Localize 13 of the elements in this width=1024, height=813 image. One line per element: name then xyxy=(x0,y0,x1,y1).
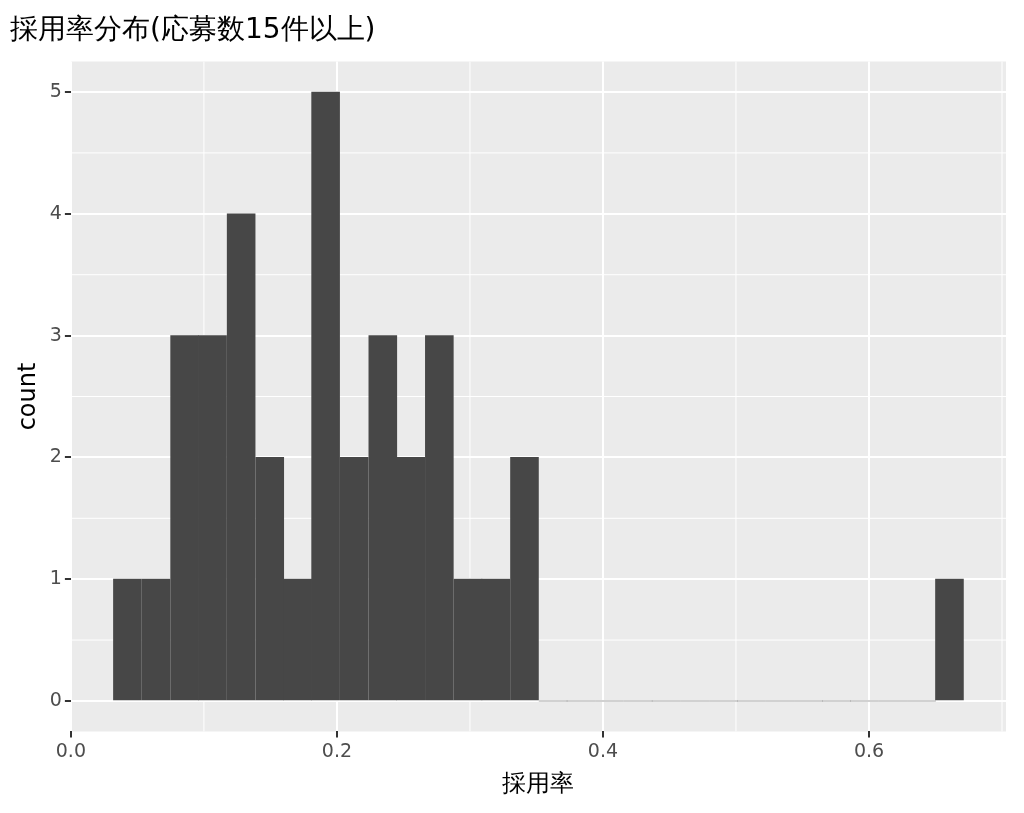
x-tick-label: 0.4 xyxy=(587,738,619,761)
y-tick-label: 4 xyxy=(49,200,62,223)
x-axis-title: 採用率 xyxy=(502,768,575,797)
y-tick-label: 3 xyxy=(49,322,62,345)
y-tick-label: 5 xyxy=(49,78,62,101)
y-tick-label: 0 xyxy=(49,687,62,710)
x-tick-label: 0.6 xyxy=(853,738,885,761)
y-axis-title: count xyxy=(12,362,41,431)
x-tick-label: 0.2 xyxy=(321,738,353,761)
chart-title: 採用率分布(応募数15件以上) xyxy=(10,12,376,46)
x-tick-label: 0.0 xyxy=(55,738,86,761)
y-tick-label: 1 xyxy=(49,566,62,589)
y-tick-label: 2 xyxy=(49,444,62,467)
